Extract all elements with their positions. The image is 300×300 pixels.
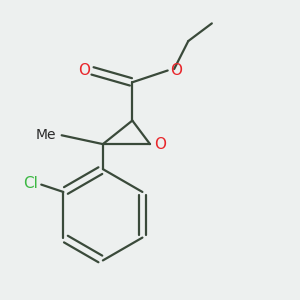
- Text: O: O: [154, 136, 166, 152]
- Text: O: O: [170, 63, 182, 78]
- Text: Me: Me: [36, 128, 56, 142]
- Text: O: O: [78, 63, 90, 78]
- Text: Cl: Cl: [23, 176, 38, 190]
